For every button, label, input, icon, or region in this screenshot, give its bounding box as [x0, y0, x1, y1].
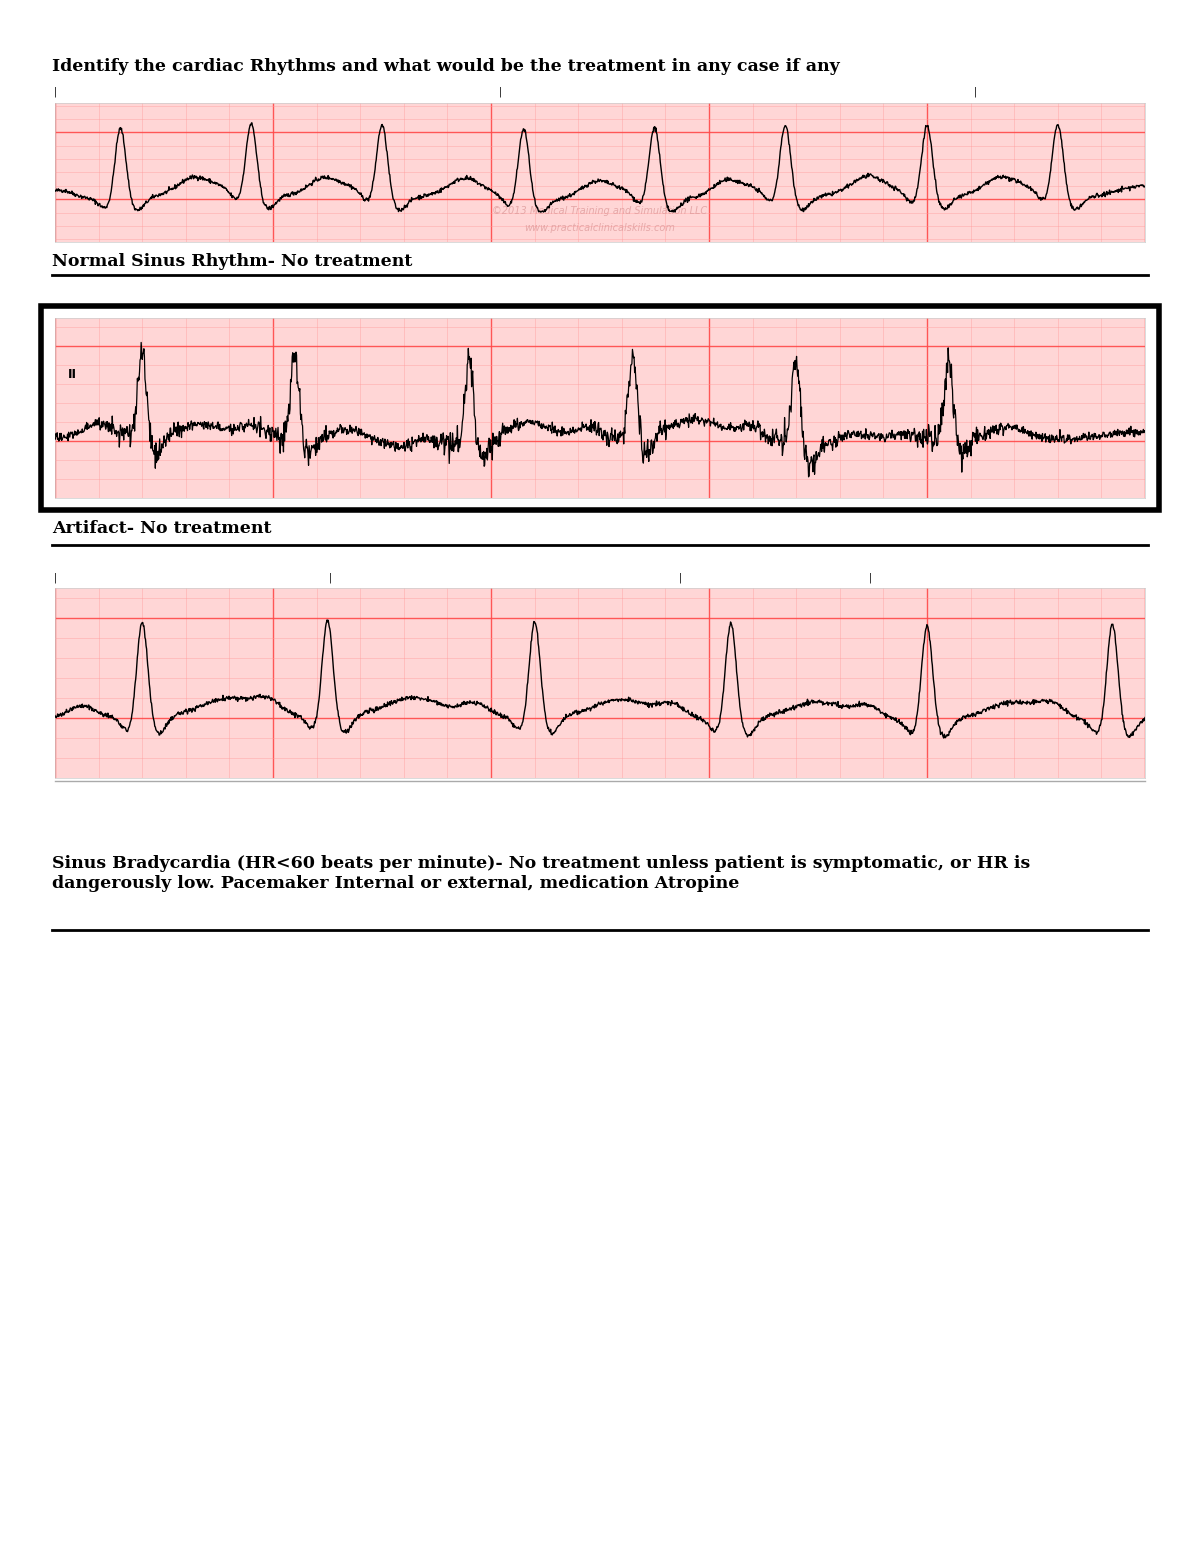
- Text: Normal Sinus Rhythm- No treatment: Normal Sinus Rhythm- No treatment: [52, 253, 413, 270]
- Text: II: II: [68, 368, 77, 382]
- Text: |: |: [498, 87, 502, 96]
- Text: www.practicalclinicalskills.com: www.practicalclinicalskills.com: [524, 224, 676, 233]
- Text: |: |: [869, 573, 871, 582]
- Text: ©2013 Medical Training and Simulation LLC: ©2013 Medical Training and Simulation LL…: [492, 207, 708, 216]
- Text: |: |: [53, 87, 56, 96]
- Text: Sinus Bradycardia (HR<60 beats per minute)- No treatment unless patient is sympt: Sinus Bradycardia (HR<60 beats per minut…: [52, 856, 1031, 891]
- Text: |: |: [973, 87, 977, 96]
- Text: Artifact- No treatment: Artifact- No treatment: [52, 520, 271, 537]
- Text: |: |: [53, 573, 56, 582]
- Text: |: |: [329, 573, 331, 582]
- Text: Identify the cardiac Rhythms and what would be the treatment in any case if any: Identify the cardiac Rhythms and what wo…: [52, 57, 840, 75]
- Text: |: |: [678, 573, 682, 582]
